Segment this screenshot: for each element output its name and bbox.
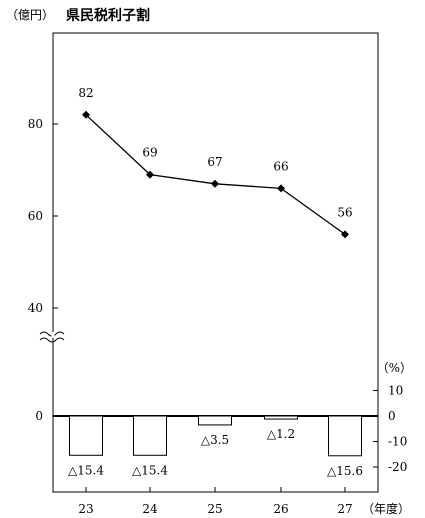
line-point-marker xyxy=(146,170,154,179)
y-tick-label-left-zero: 0 xyxy=(35,409,43,423)
x-tick-label: 24 xyxy=(142,502,158,516)
line-point-marker xyxy=(82,110,90,119)
line-point-marker xyxy=(277,184,285,193)
bar-data-label: △15.4 xyxy=(68,463,104,477)
y-tick-label-left: 60 xyxy=(28,209,43,223)
bar-data-label: △15.6 xyxy=(327,464,363,478)
axis-break-lower xyxy=(39,337,65,343)
x-tick-label: 23 xyxy=(78,502,93,516)
x-tick-label: 26 xyxy=(273,502,288,516)
x-tick-label: 27 xyxy=(337,502,352,516)
bar xyxy=(328,415,362,457)
line-data-label: 69 xyxy=(142,146,157,160)
axis-break-gap xyxy=(51,332,55,338)
line-data-label: 66 xyxy=(273,159,288,173)
series-line xyxy=(85,114,346,235)
bar-data-label: △15.4 xyxy=(132,463,168,477)
y-tick-label-right: 10 xyxy=(388,384,403,398)
bar xyxy=(69,415,103,456)
chart-title: 県民税利子割 xyxy=(66,7,150,24)
line-data-label: 67 xyxy=(207,155,222,169)
x-tick-label: 25 xyxy=(207,502,222,516)
line-data-label: 56 xyxy=(337,205,352,219)
unit-label: （億円） xyxy=(6,8,54,22)
line-point-marker xyxy=(211,179,219,188)
x-unit-label: （年度） xyxy=(362,501,410,516)
y-tick-label-left: 40 xyxy=(28,301,43,315)
line-point-marker xyxy=(341,230,349,239)
y-tick-label-right: -20 xyxy=(388,460,407,474)
y-unit-label-right: （%） xyxy=(377,361,412,375)
bar xyxy=(133,415,167,456)
y-tick-label-right: 0 xyxy=(388,409,396,423)
bar-data-label: △3.5 xyxy=(201,433,229,447)
bar-data-label: △1.2 xyxy=(267,427,295,441)
y-tick-label-right: -10 xyxy=(388,435,407,449)
bar xyxy=(198,415,232,426)
bar xyxy=(264,415,298,420)
y-tick-label-left: 80 xyxy=(28,117,43,131)
line-data-label: 82 xyxy=(78,86,93,100)
